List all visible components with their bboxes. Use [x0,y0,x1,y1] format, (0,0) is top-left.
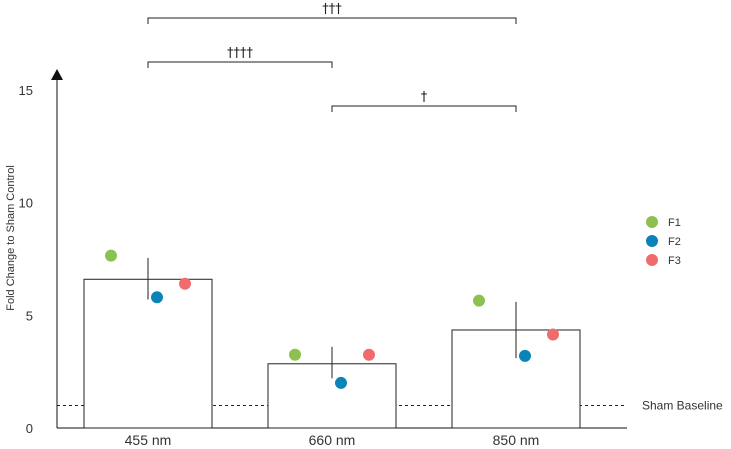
significance-label: †††† [227,46,254,61]
legend-marker [646,254,658,266]
significance-bracket [331,105,517,112]
legend-label: F3 [668,255,681,267]
legend-label: F2 [668,236,681,248]
significance-bracket [147,17,517,24]
significance-label: ††† [322,2,342,17]
data-point-f1 [473,294,485,307]
y-tick-label: 15 [19,83,33,98]
data-point-f1 [289,348,301,361]
bar [267,363,397,429]
error-bars [147,257,517,379]
significance-label: † [421,90,428,105]
data-point-f2 [335,376,347,389]
data-point-f3 [363,348,375,361]
significance-bracket [147,61,333,68]
legend: F1 F2 F3 [646,216,681,267]
x-tick-label: 660 nm [309,432,356,448]
legend-marker [646,235,658,247]
y-axis-label: Fold Change to Sham Control [5,165,17,311]
bars [83,278,581,429]
legend-label: F1 [668,217,681,229]
data-point-f3 [179,277,191,290]
bar [83,278,213,429]
y-tick-label: 5 [26,308,33,323]
baseline-label: Sham Baseline [642,398,723,412]
data-point-f3 [547,328,559,341]
y-tick-label: 10 [19,196,33,211]
significance-brackets: †††††††† [147,2,517,112]
data-point-f1 [105,249,117,262]
y-axis-arrow [51,69,63,80]
data-point-f2 [519,349,531,362]
data-point-f2 [151,291,163,304]
data-points [105,249,559,389]
y-tick-label: 0 [26,421,33,436]
x-tick-label: 850 nm [493,432,540,448]
x-tick-label: 455 nm [125,432,172,448]
legend-marker [646,216,658,228]
